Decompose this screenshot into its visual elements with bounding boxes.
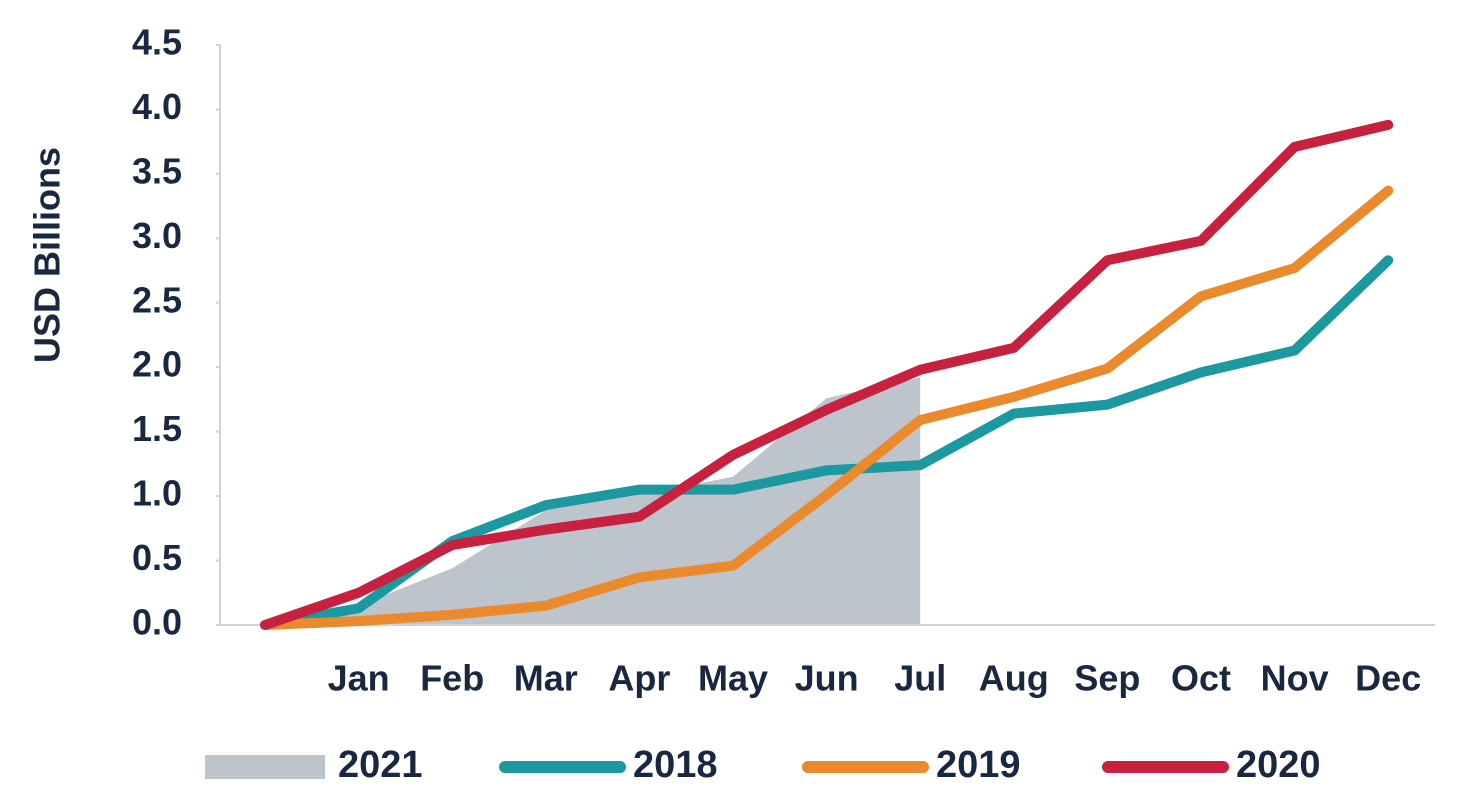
y-tick-label: 2.5 — [132, 279, 182, 320]
x-tick-label: Mar — [514, 658, 578, 699]
legend-label: 2021 — [338, 744, 423, 786]
y-axis-title: USD Billions — [27, 147, 68, 363]
x-tick-label: Apr — [608, 658, 670, 699]
line — [260, 185, 1394, 630]
x-tick-label: Jan — [328, 658, 390, 699]
y-tick-label: 4.0 — [132, 86, 182, 127]
x-tick-label: Oct — [1171, 658, 1231, 699]
legend-label: 2020 — [1236, 744, 1321, 786]
x-tick-label: May — [698, 658, 768, 699]
x-tick-label: Feb — [420, 658, 484, 699]
area — [265, 377, 921, 625]
y-tick-label: 1.0 — [132, 473, 182, 514]
y-tick-label: 3.0 — [132, 215, 182, 256]
x-tick-label: Aug — [979, 658, 1049, 699]
x-tick-label: Sep — [1074, 658, 1140, 699]
legend-label: 2019 — [936, 744, 1021, 786]
y-tick-label: 3.5 — [132, 150, 182, 191]
y-tick-label: 1.5 — [132, 408, 182, 449]
x-tick-label: Nov — [1261, 658, 1329, 699]
line — [260, 119, 1394, 630]
y-tick-label: 0.5 — [132, 537, 182, 578]
x-tick-label: Jun — [795, 658, 859, 699]
legend-swatch — [205, 755, 325, 779]
y-tick-label: 2.0 — [132, 344, 182, 385]
y-tick-label: 0.0 — [132, 602, 182, 643]
x-tick-label: Jul — [894, 658, 946, 699]
y-tick-label: 4.5 — [132, 22, 182, 63]
x-tick-label: Dec — [1355, 658, 1421, 699]
legend-label: 2018 — [633, 744, 718, 786]
